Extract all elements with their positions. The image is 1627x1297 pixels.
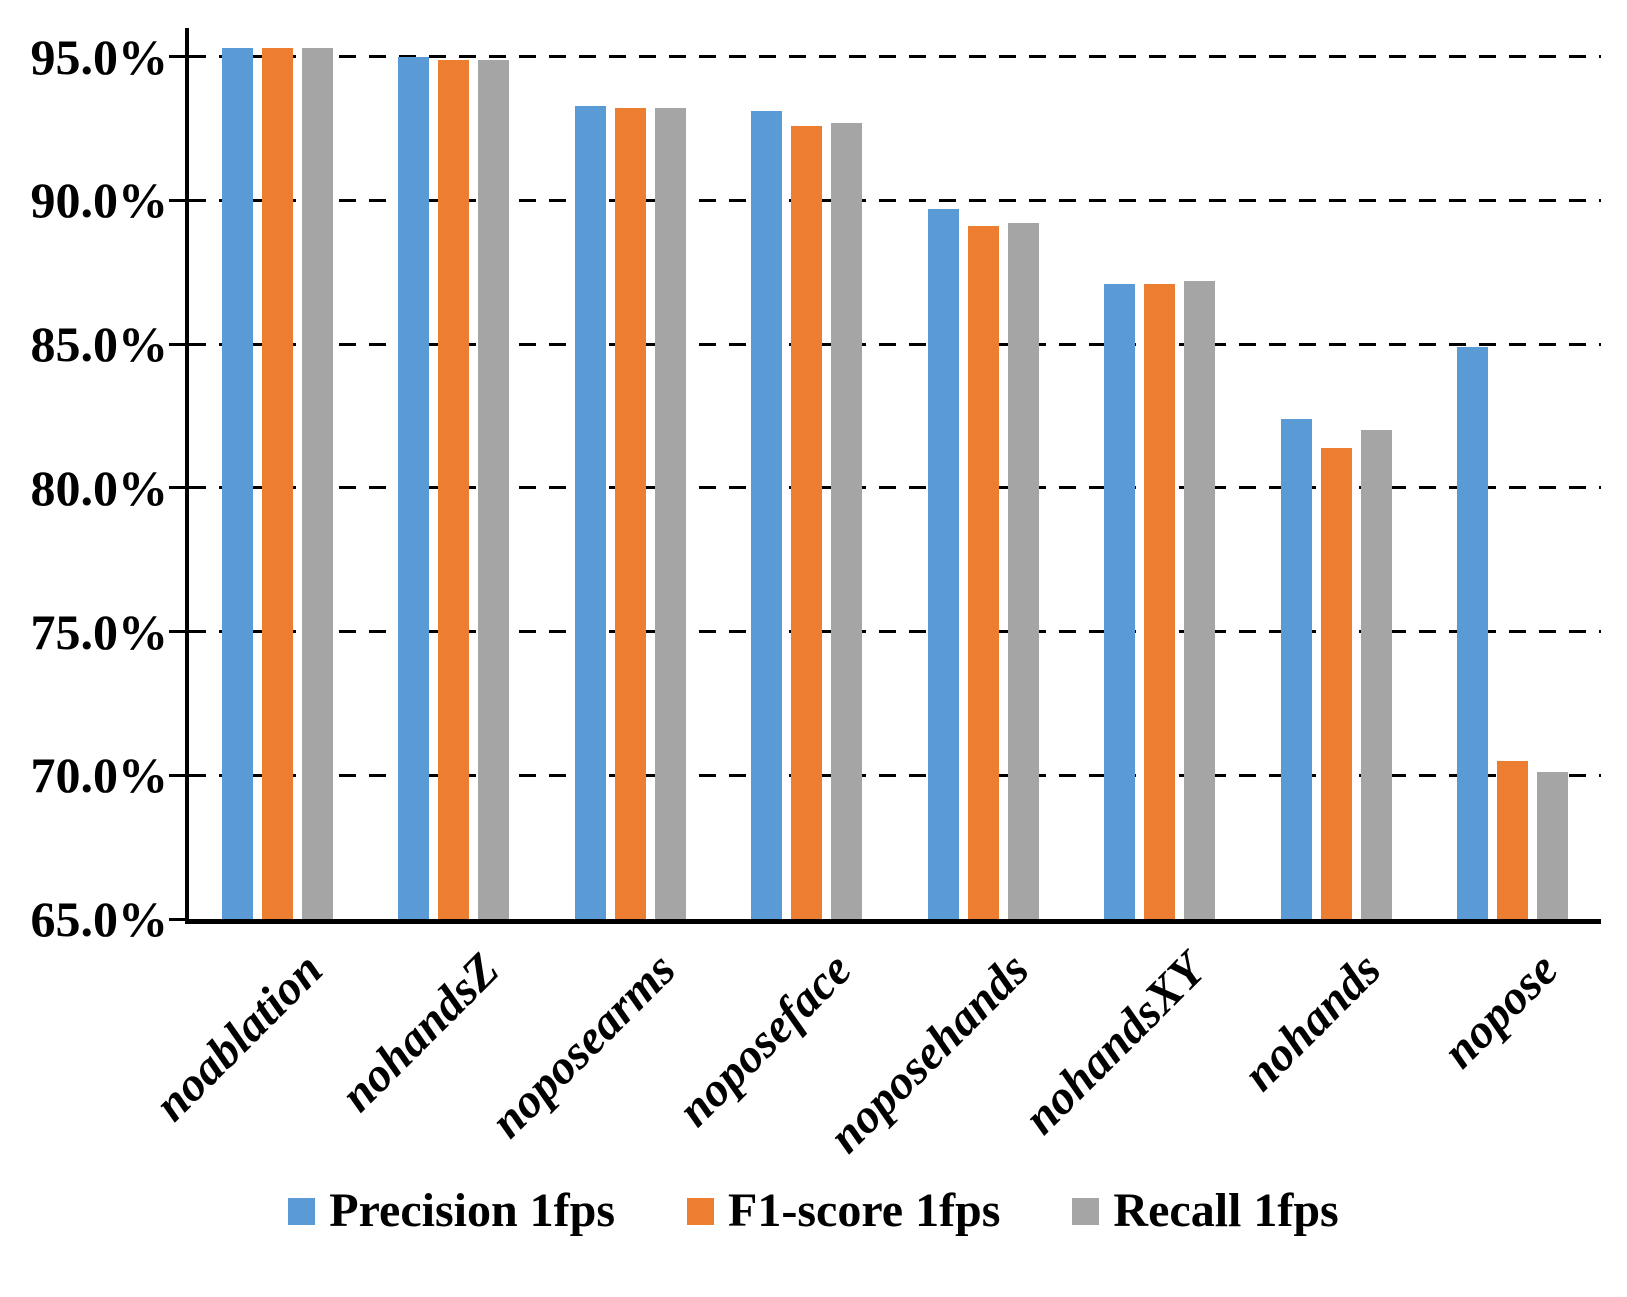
x-label-nohands: nohands bbox=[1233, 942, 1392, 1102]
bar-nohandsZ-recall bbox=[478, 59, 510, 919]
y-tick-label-95: 95.0% bbox=[30, 28, 169, 85]
legend-item-recall: Recall 1fps bbox=[1072, 1183, 1339, 1239]
x-label-noposeface: noposeface bbox=[668, 942, 863, 1137]
bar-noposeface-recall bbox=[831, 122, 863, 919]
gridline-85 bbox=[189, 342, 1601, 346]
y-tick-label-80: 80.0% bbox=[30, 459, 169, 516]
legend-label-f1-score: F1-score 1fps bbox=[728, 1184, 1001, 1237]
y-tick-label-70: 70.0% bbox=[30, 747, 169, 804]
x-label-nohandsXY: nohandsXY bbox=[1013, 942, 1216, 1145]
y-tick-80 bbox=[169, 486, 189, 490]
bar-noablation-recall bbox=[301, 48, 333, 919]
bar-nohandsXY-f1-score bbox=[1144, 283, 1176, 919]
legend-label-precision: Precision 1fps bbox=[329, 1184, 616, 1237]
bar-nohandsZ-precision bbox=[398, 56, 430, 919]
bar-noablation-precision bbox=[221, 48, 253, 919]
x-label-nohandsZ: nohandsZ bbox=[330, 942, 510, 1122]
gridline-80 bbox=[189, 486, 1601, 490]
bar-noposeface-precision bbox=[751, 111, 783, 919]
legend: Precision 1fps F1-score 1fps Recall 1fps bbox=[0, 1183, 1627, 1239]
bar-noposearms-recall bbox=[654, 108, 686, 919]
legend-swatch-f1-score bbox=[687, 1197, 715, 1225]
x-label-noposearms: noposearms bbox=[480, 942, 686, 1149]
y-tick-label-75: 75.0% bbox=[30, 603, 169, 660]
bar-nopose-precision bbox=[1457, 347, 1489, 919]
y-tick-70 bbox=[169, 773, 189, 777]
legend-swatch-recall bbox=[1072, 1197, 1100, 1225]
y-tick-90 bbox=[169, 198, 189, 202]
x-label-noablation: noablation bbox=[144, 942, 333, 1132]
y-tick-75 bbox=[169, 630, 189, 634]
bar-nohands-recall bbox=[1360, 430, 1392, 919]
bar-noposearms-precision bbox=[574, 105, 606, 919]
bar-nopose-recall bbox=[1537, 772, 1569, 919]
y-tick-85 bbox=[169, 342, 189, 346]
bar-noposehands-f1-score bbox=[967, 226, 999, 919]
gridline-75 bbox=[189, 630, 1601, 634]
bar-nohands-precision bbox=[1280, 418, 1312, 919]
gridline-90 bbox=[189, 198, 1601, 202]
y-tick-95 bbox=[169, 55, 189, 59]
legend-item-precision: Precision 1fps bbox=[288, 1183, 615, 1239]
y-tick-label-90: 90.0% bbox=[30, 172, 169, 229]
bar-noposearms-f1-score bbox=[614, 108, 646, 919]
legend-label-recall: Recall 1fps bbox=[1113, 1184, 1339, 1237]
y-tick-label-85: 85.0% bbox=[30, 316, 169, 373]
bar-noposehands-recall bbox=[1007, 223, 1039, 919]
bar-nohandsXY-recall bbox=[1184, 280, 1216, 919]
bar-noposeface-f1-score bbox=[791, 125, 823, 919]
gridline-95 bbox=[189, 55, 1601, 59]
y-tick-65 bbox=[169, 917, 189, 921]
gridline-70 bbox=[189, 773, 1601, 777]
bar-nohandsXY-precision bbox=[1104, 283, 1136, 919]
bar-nohandsZ-f1-score bbox=[438, 59, 470, 919]
bar-noposehands-precision bbox=[927, 209, 959, 919]
bar-nohands-f1-score bbox=[1320, 447, 1352, 919]
bar-nopose-f1-score bbox=[1497, 760, 1529, 919]
bar-noablation-f1-score bbox=[261, 48, 293, 919]
y-tick-label-65: 65.0% bbox=[30, 891, 169, 947]
legend-swatch-precision bbox=[288, 1197, 316, 1225]
x-axis-line bbox=[185, 919, 1601, 924]
y-axis-line bbox=[185, 28, 189, 919]
legend-item-f1-score: F1-score 1fps bbox=[687, 1183, 1000, 1239]
plot-area bbox=[169, 28, 1601, 921]
x-label-nopose: nopose bbox=[1432, 942, 1569, 1079]
